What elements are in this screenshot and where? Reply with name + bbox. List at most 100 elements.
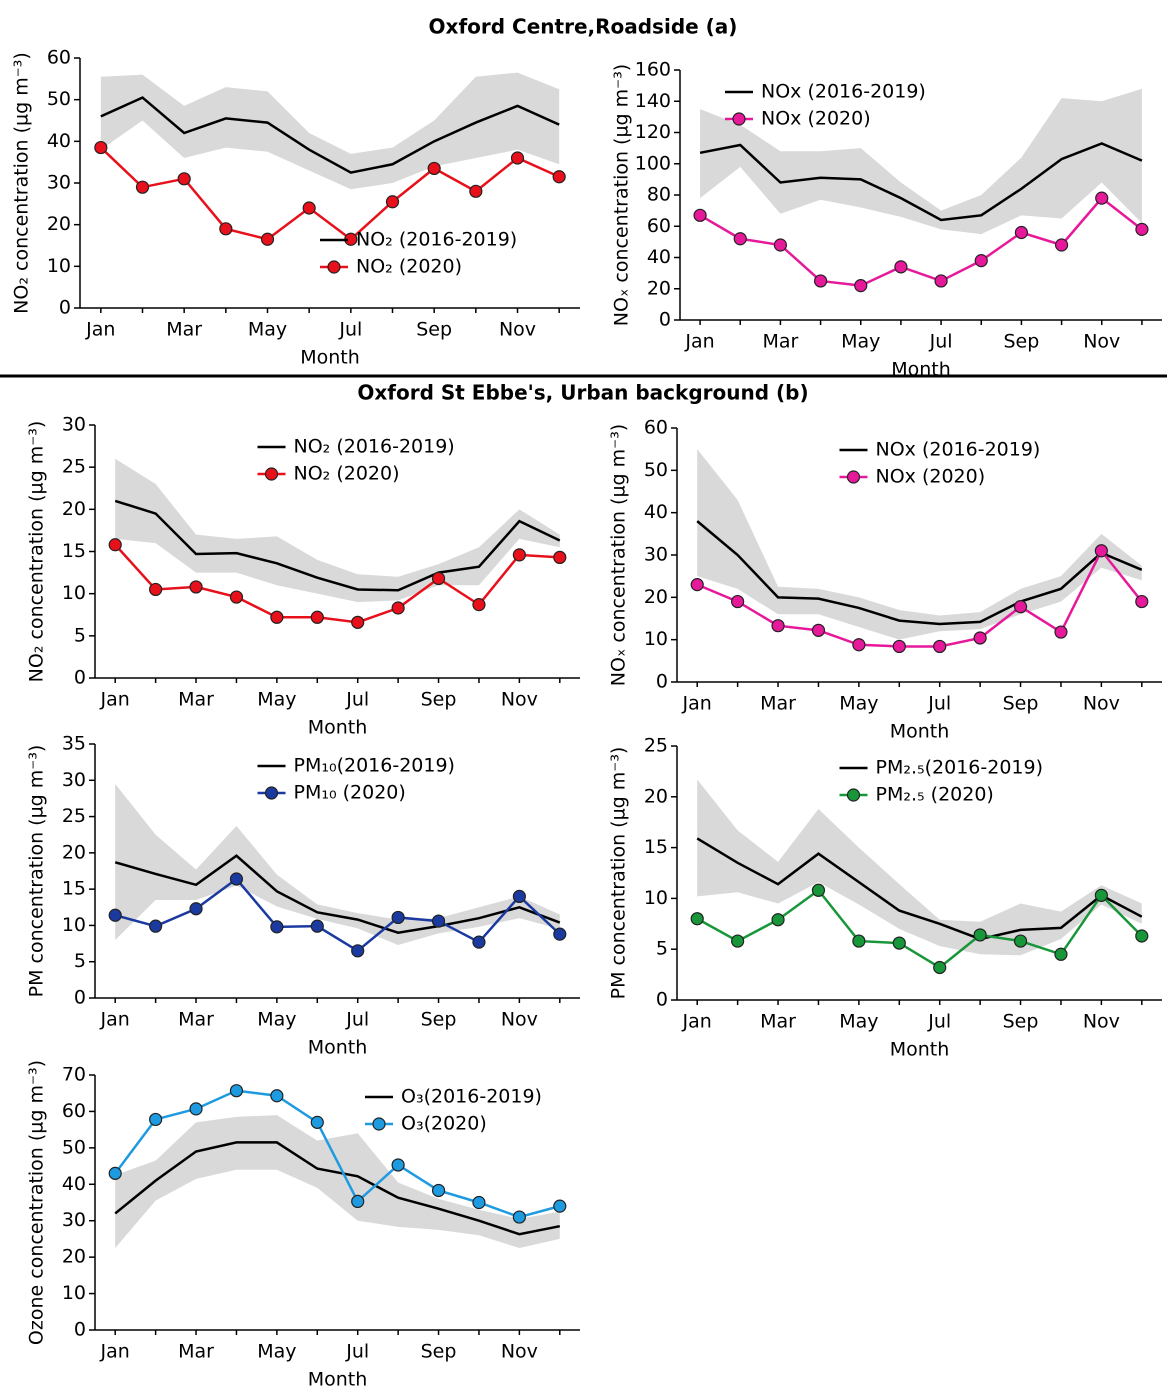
data-point (469, 184, 483, 198)
x-tick-label: Jul (338, 319, 362, 341)
y-tick-label: 0 (74, 1319, 86, 1341)
data-point (351, 615, 365, 629)
data-point (512, 889, 526, 904)
y-tick-label: 0 (659, 309, 671, 331)
range-band (697, 779, 1142, 956)
x-tick-label: Jul (345, 1009, 369, 1031)
data-point (1135, 929, 1149, 943)
data-point (933, 960, 947, 975)
data-point (177, 172, 191, 186)
data-point (108, 538, 122, 552)
y-tick-label: 0 (74, 987, 86, 1009)
y-tick-label: 20 (62, 841, 86, 863)
series-line (100, 96, 560, 174)
data-point (108, 1166, 122, 1180)
series-line (696, 837, 1143, 941)
data-point (690, 578, 704, 592)
data-point (431, 1183, 446, 1198)
x-tick-label: Nov (501, 1341, 538, 1363)
data-point (385, 195, 400, 209)
data-point (1135, 222, 1149, 236)
y-tick-label: 40 (62, 1173, 86, 1195)
legend-label: PM₂.₅ (2020) (876, 784, 994, 806)
x-tick-label: Sep (421, 1341, 457, 1363)
x-tick-label: Sep (1003, 1011, 1039, 1033)
x-tick-label: Jan (100, 689, 130, 711)
y-tick-label: 140 (635, 90, 671, 112)
range-band (115, 783, 560, 946)
data-point (693, 208, 707, 222)
range-band (700, 88, 1142, 235)
y-tick-label: 20 (644, 586, 668, 608)
data-point (149, 1112, 163, 1127)
x-tick-label: May (839, 693, 878, 715)
data-point (731, 934, 745, 948)
data-point (1094, 888, 1108, 902)
y-tick-label: 0 (59, 297, 71, 319)
legend-marker (846, 470, 861, 484)
y-tick-label: 25 (644, 735, 668, 757)
data-point (310, 1115, 324, 1129)
y-axis-label: PM concentration (µg m⁻³) (26, 745, 48, 998)
legend-marker (732, 112, 746, 126)
data-point (1095, 191, 1109, 205)
y-tick-label: 15 (644, 836, 668, 858)
data-point (1054, 238, 1069, 252)
data-point (189, 902, 203, 916)
x-axis-label: Month (308, 1037, 368, 1059)
y-tick-label: 50 (62, 1136, 86, 1158)
y-tick-label: 100 (635, 152, 671, 174)
series-line (114, 877, 561, 953)
x-tick-label: Mar (760, 693, 796, 715)
legend-label: PM₁₀(2016-2019) (294, 755, 455, 777)
x-tick-label: Jul (345, 1341, 369, 1363)
y-tick-label: 5 (656, 938, 668, 960)
series-line (699, 142, 1143, 222)
section-title: Oxford St Ebbe's, Urban background (b) (357, 381, 808, 405)
x-tick-label: Jul (927, 693, 951, 715)
y-tick-label: 50 (47, 88, 71, 110)
data-point (852, 934, 866, 948)
series-line (114, 543, 560, 624)
x-tick-label: Nov (499, 319, 536, 341)
data-point (427, 161, 441, 176)
legend-label: PM₂.₅(2016-2019) (876, 757, 1044, 779)
x-tick-label: Nov (501, 689, 538, 711)
data-point (270, 920, 284, 934)
data-point (260, 232, 275, 246)
x-tick-label: Nov (1083, 331, 1120, 353)
x-tick-label: Sep (421, 1009, 457, 1031)
x-tick-label: Mar (178, 1009, 214, 1031)
y-axis-label: NO₂ concentration (µg m⁻³) (11, 52, 33, 314)
data-point (973, 631, 987, 645)
data-point (731, 594, 745, 609)
y-tick-label: 30 (62, 1209, 86, 1231)
range-band (115, 458, 560, 603)
data-point (310, 919, 324, 933)
series-line (114, 499, 561, 592)
x-tick-label: Mar (760, 1011, 796, 1033)
data-point (973, 928, 987, 942)
y-tick-label: 120 (635, 121, 671, 143)
data-point (690, 912, 704, 926)
x-tick-label: Jul (929, 331, 953, 353)
data-point (553, 1199, 567, 1213)
range-band (115, 1115, 560, 1249)
legend-label: PM₁₀ (2020) (294, 782, 406, 804)
y-tick-label: 0 (656, 671, 668, 693)
data-point (94, 140, 108, 155)
y-tick-label: 20 (644, 785, 668, 807)
data-point (149, 582, 163, 597)
series-line (99, 146, 560, 241)
data-point (1013, 934, 1028, 948)
y-tick-label: 0 (74, 667, 86, 689)
legend-marker (846, 788, 861, 802)
y-axis-label: Ozone concentration (µg m⁻³) (26, 1060, 48, 1345)
data-point (391, 601, 405, 615)
legend-label: NO₂ (2020) (294, 463, 400, 485)
x-tick-label: Mar (762, 331, 798, 353)
y-tick-label: 10 (644, 628, 668, 650)
x-tick-label: Jul (345, 689, 369, 711)
series-line (696, 888, 1143, 970)
